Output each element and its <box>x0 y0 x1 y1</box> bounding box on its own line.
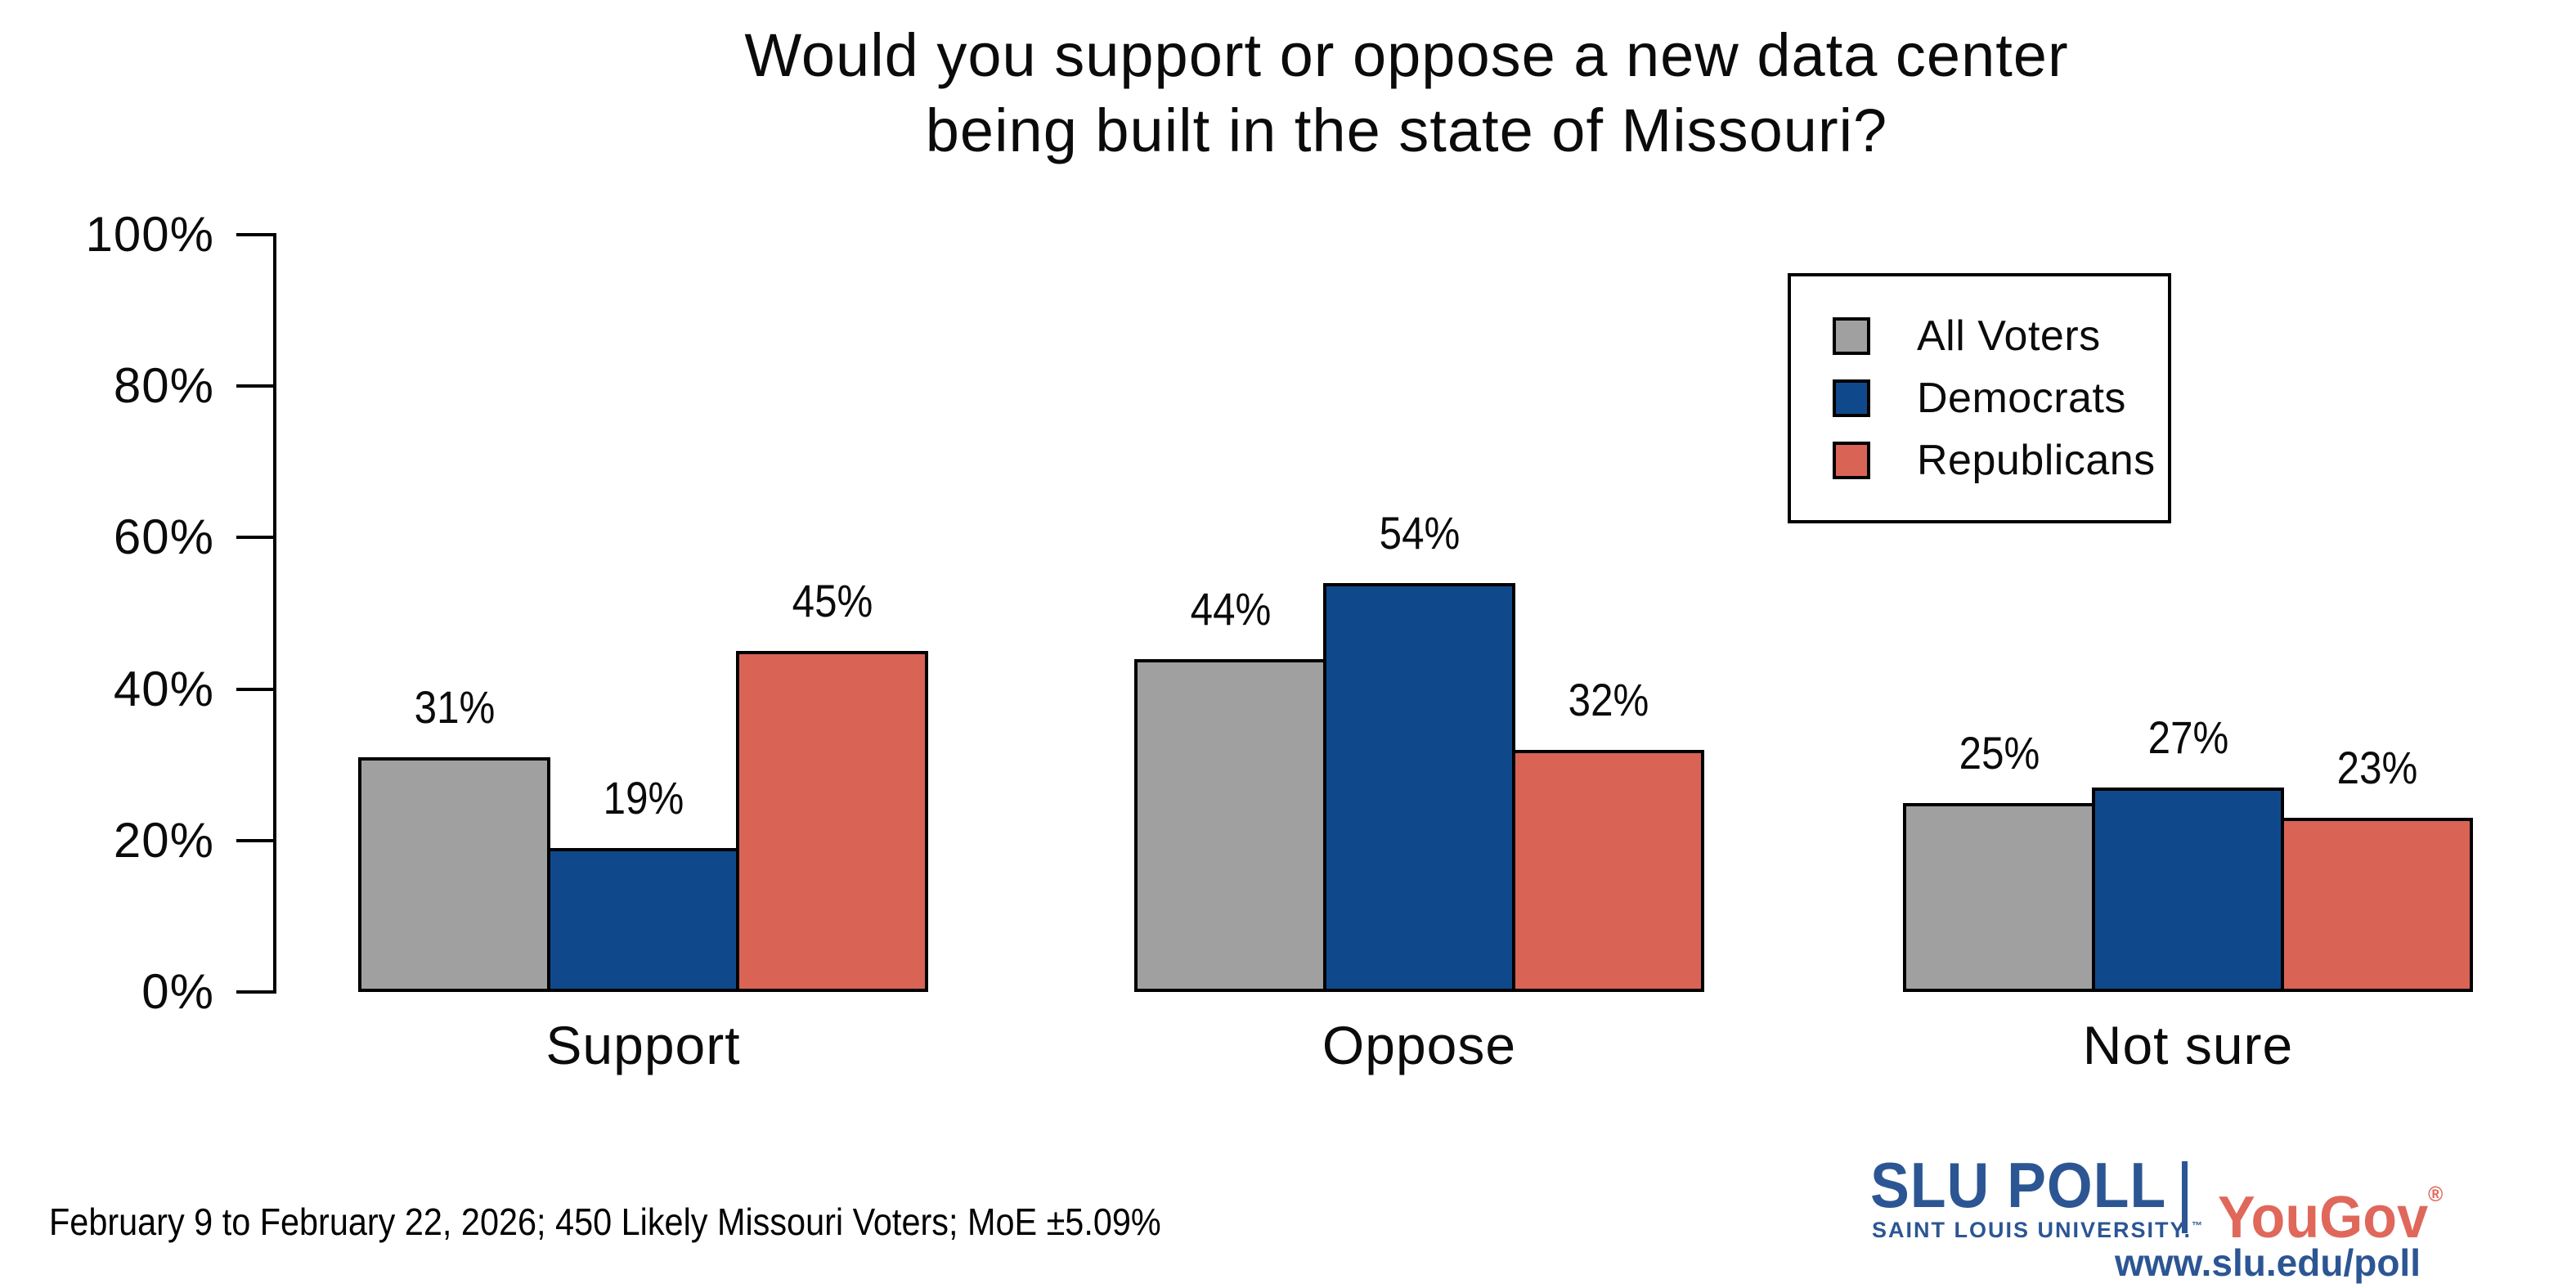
y-axis-tick-label: 100% <box>85 207 214 262</box>
bar-republicans-support <box>736 651 928 992</box>
bar-all-voters-oppose <box>1134 658 1326 992</box>
legend-swatch-all-voters <box>1833 317 1870 355</box>
y-axis-tick <box>236 838 273 842</box>
slu-poll-url: www.slu.edu/poll <box>2115 1241 2421 1284</box>
y-axis-tick <box>236 536 273 540</box>
legend-label: Democrats <box>1917 375 2126 422</box>
bar-value-label: 45% <box>792 575 873 627</box>
legend-label: All Voters <box>1917 312 2101 360</box>
bar-democrats-not-sure <box>2092 787 2284 992</box>
methodology-footnote: February 9 to February 22, 2026; 450 Lik… <box>49 1200 1161 1243</box>
x-axis-category-label: Not sure <box>2082 1015 2294 1075</box>
y-axis-tick-label: 40% <box>113 661 214 716</box>
y-axis-tick <box>236 687 273 691</box>
y-axis-tick-label: 60% <box>113 509 214 565</box>
bar-republicans-oppose <box>1512 749 1704 992</box>
y-axis-line <box>273 233 276 994</box>
bar-value-label: 32% <box>1568 673 1649 725</box>
bar-democrats-support <box>547 848 739 992</box>
y-axis-tick <box>236 233 273 236</box>
bar-democrats-oppose <box>1323 582 1515 992</box>
bar-value-label: 27% <box>2147 711 2228 763</box>
slu-poll-logo: SLU POLL <box>1870 1149 2167 1221</box>
y-axis-tick <box>236 384 273 388</box>
registered-symbol: ® <box>2428 1182 2444 1206</box>
bar-value-label: 19% <box>603 772 684 824</box>
x-axis-category-label: Oppose <box>1322 1015 1517 1075</box>
yougov-logo: YouGov® <box>2218 1161 2443 1250</box>
chart-title-line2: being built in the state of Missouri? <box>925 96 1888 164</box>
y-axis-tick-label: 20% <box>113 812 214 868</box>
chart-title: Would you support or oppose a new data c… <box>736 18 2077 168</box>
legend-label: Republicans <box>1917 437 2156 484</box>
bar-all-voters-support <box>358 756 550 992</box>
trademark-symbol: ™ <box>2192 1219 2205 1232</box>
slu-university-wordmark: SAINT LOUIS UNIVERSITY.™ <box>1872 1214 2204 1242</box>
legend-row: Democrats <box>1791 375 2168 422</box>
x-axis-category-label: Support <box>545 1015 741 1075</box>
bar-value-label: 25% <box>1959 726 2040 779</box>
legend-row: All Voters <box>1791 312 2168 360</box>
y-axis-tick-label: 0% <box>141 964 214 1019</box>
logo-divider-bar <box>2182 1161 2188 1233</box>
bar-value-label: 54% <box>1379 506 1460 559</box>
legend-swatch-republicans <box>1833 442 1870 479</box>
bar-value-label: 44% <box>1190 582 1271 635</box>
bar-value-label: 23% <box>2336 742 2417 794</box>
yougov-text: YouGov <box>2218 1185 2429 1250</box>
slu-university-text: SAINT LOUIS UNIVERSITY. <box>1872 1218 2192 1242</box>
bar-republicans-not-sure <box>2281 818 2473 992</box>
chart-title-line1: Would you support or oppose a new data c… <box>744 21 2069 89</box>
y-axis-tick <box>236 990 273 994</box>
y-axis-tick-label: 80% <box>113 358 214 414</box>
legend-swatch-democrats <box>1833 379 1870 417</box>
chart-legend: All Voters Democrats Republicans <box>1788 273 2171 523</box>
bar-value-label: 31% <box>414 680 495 733</box>
bar-all-voters-not-sure <box>1903 802 2095 992</box>
legend-row: Republicans <box>1791 437 2168 484</box>
